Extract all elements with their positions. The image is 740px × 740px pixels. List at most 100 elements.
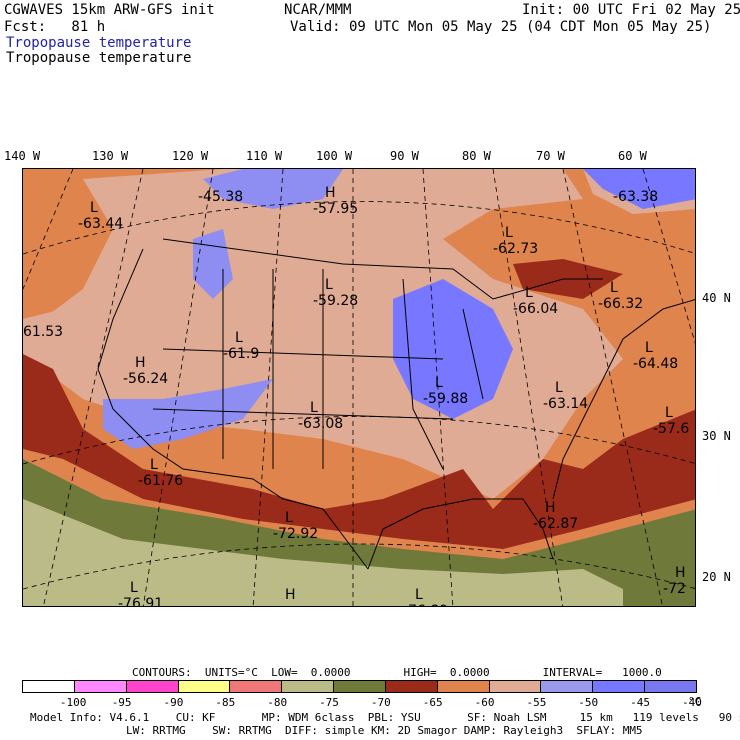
low-marker: L: [285, 510, 293, 526]
center-value-label: -59.88: [423, 391, 468, 407]
colorbar-swatch: [281, 680, 335, 693]
lon-label: 140 W: [4, 149, 41, 163]
low-marker: L: [130, 580, 138, 596]
high-marker: H: [675, 565, 686, 581]
field-title-secondary: Tropopause temperature: [6, 50, 192, 66]
colorbar-label: -95: [111, 696, 132, 709]
lon-label: 120 W: [172, 149, 209, 163]
graticule: [23, 169, 695, 606]
colorbar-swatch: [540, 680, 594, 693]
low-marker: L: [665, 405, 673, 421]
low-marker: L: [525, 285, 533, 301]
tropopause-temperature-map: L-63.44-45.38 H-57.95L-62.73-63.38L-59.28…: [23, 169, 695, 607]
temp-band-50-southwest: [103, 379, 273, 449]
model-title: CGWAVES 15km ARW-GFS init: [4, 2, 215, 18]
colorbar-swatch: [333, 680, 386, 693]
coastlines: [97, 238, 695, 570]
high-marker: H: [325, 185, 336, 201]
colorbar-swatch: [177, 680, 231, 693]
init-time: Init: 00 UTC Fri 02 May 25: [522, 2, 740, 18]
colorbar-swatch: [384, 680, 438, 693]
low-marker: L: [415, 587, 423, 603]
colorbar-swatch: [436, 680, 490, 693]
center-value-label: 61.53: [23, 324, 63, 340]
org-label: NCAR/MMM: [284, 2, 352, 18]
colorbar-label: -45: [630, 696, 651, 709]
valid-time: Valid: 09 UTC Mon 05 May 25 (04 CDT Mon …: [290, 19, 712, 35]
lon-label: 110 W: [246, 149, 283, 163]
colorbar-swatch: [22, 680, 75, 693]
center-value-label: -72.92: [273, 526, 318, 542]
low-marker: L: [150, 457, 158, 473]
colorbar-unit: °C: [688, 695, 702, 708]
colorbar-label: -80: [267, 696, 288, 709]
center-value-label: -57.6: [653, 421, 689, 437]
low-marker: L: [325, 277, 333, 293]
colorbar-label: -40: [682, 696, 702, 709]
forecast-hour: Fcst: 81 h: [4, 19, 106, 35]
colorbar-label: -65: [422, 696, 443, 709]
center-value-label: -63.44: [78, 216, 123, 232]
center-value-label: -76.89: [403, 603, 448, 607]
lat-label: 30 N: [702, 429, 731, 443]
temp-band-65: [23, 354, 695, 549]
center-value-label: -45.38: [198, 189, 243, 205]
lon-label: 130 W: [92, 149, 129, 163]
low-marker: L: [310, 400, 318, 416]
colorbar-swatch: [73, 680, 127, 693]
lat-label: 20 N: [702, 570, 731, 584]
temp-band-45-ne: [583, 169, 695, 209]
lon-label: 60 W: [618, 149, 647, 163]
center-value-label: -62.87: [533, 516, 578, 532]
center-value-label: -64.48: [633, 356, 678, 372]
center-value-label: -66.32: [598, 296, 643, 312]
center-value-label: -56.24: [123, 371, 168, 387]
low-marker: L: [90, 200, 98, 216]
colorbar-label: -70: [370, 696, 391, 709]
center-value-label: -66.04: [513, 301, 558, 317]
center-value-label: -76.91: [118, 596, 163, 607]
center-value-label: -61.76: [138, 473, 183, 489]
colorbar-label: -60: [474, 696, 495, 709]
colorbar-label: -55: [526, 696, 547, 709]
low-marker: L: [645, 340, 653, 356]
lat-label: 40 N: [702, 291, 731, 305]
low-marker: L: [610, 280, 618, 296]
colorbar-label: -100: [59, 696, 87, 709]
high-marker: H: [545, 500, 556, 516]
colorbar-label: -50: [578, 696, 599, 709]
lon-label: 80 W: [462, 149, 491, 163]
colorbar-label: -75: [319, 696, 339, 709]
pressure-centers: L-63.44-45.38 H-57.95L-62.73-63.38L-59.28…: [23, 185, 689, 607]
contour-info: CONTOURS: UNITS=°C LOW= 0.0000 HIGH= 0.0…: [132, 666, 662, 679]
center-value-label: -61.9: [223, 346, 259, 362]
map-panel: L -63.44 -45.38 H -57.95 L -62.73 -63.38 L -59.28…: [22, 168, 696, 607]
lon-label: 70 W: [536, 149, 565, 163]
center-value-label: -63.14: [543, 396, 588, 412]
temp-band-50-north: [203, 169, 343, 209]
colorbar-label: -85: [215, 696, 236, 709]
low-marker: L: [505, 225, 513, 241]
lon-label: 100 W: [316, 149, 353, 163]
colorbar-swatch: [592, 680, 646, 693]
center-value-label: -57.95: [313, 201, 358, 217]
center-value-label: -72: [663, 581, 686, 597]
center-value-label: -63.08: [298, 416, 343, 432]
center-value-label: -62.73: [493, 241, 538, 257]
field-title-primary: Tropopause temperature: [6, 35, 192, 51]
high-marker: H: [135, 355, 146, 371]
model-info-line1: Model Info: V4.6.1 CU: KF MP: WDM 6class…: [30, 711, 740, 724]
model-info-line2: LW: RRTMG SW: RRTMG DIFF: simple KM: 2D …: [126, 724, 643, 737]
center-value-label: -59.28: [313, 293, 358, 309]
temp-band-75: [23, 499, 623, 606]
colorbar-swatch: [488, 680, 542, 693]
colorbar-swatch: [229, 680, 283, 693]
low-marker: L: [235, 330, 243, 346]
colorbar-swatch: [644, 680, 697, 693]
lon-label: 90 W: [390, 149, 419, 163]
center-value-label: -63.38: [613, 189, 658, 205]
low-marker: L: [435, 375, 443, 391]
colorbar-swatch: [125, 680, 179, 693]
temp-band-45-ohio-valley: [393, 279, 513, 419]
low-marker: L: [555, 380, 563, 396]
